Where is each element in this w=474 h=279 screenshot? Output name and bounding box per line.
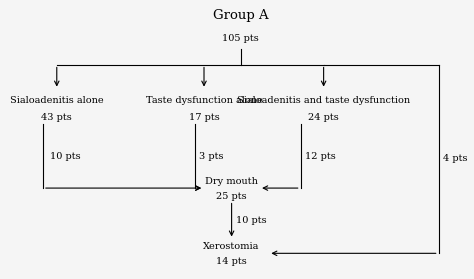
Text: 10 pts: 10 pts [50, 152, 81, 161]
Text: 43 pts: 43 pts [41, 113, 72, 122]
Text: 105 pts: 105 pts [222, 34, 259, 43]
Text: Dry mouth: Dry mouth [205, 177, 258, 186]
Text: Xerostomia: Xerostomia [203, 242, 260, 251]
Text: 24 pts: 24 pts [308, 113, 339, 122]
Text: 4 pts: 4 pts [443, 155, 468, 163]
Text: 17 pts: 17 pts [189, 113, 219, 122]
Text: Sialoadenitis and taste dysfunction: Sialoadenitis and taste dysfunction [237, 96, 410, 105]
Text: Sialoadenitis alone: Sialoadenitis alone [10, 96, 104, 105]
Text: 25 pts: 25 pts [216, 192, 247, 201]
Text: 12 pts: 12 pts [305, 152, 336, 161]
Text: 14 pts: 14 pts [216, 257, 247, 266]
Text: Group A: Group A [213, 9, 269, 22]
Text: 10 pts: 10 pts [236, 215, 267, 225]
Text: Taste dysfunction alone: Taste dysfunction alone [146, 96, 263, 105]
Text: 3 pts: 3 pts [200, 152, 224, 161]
